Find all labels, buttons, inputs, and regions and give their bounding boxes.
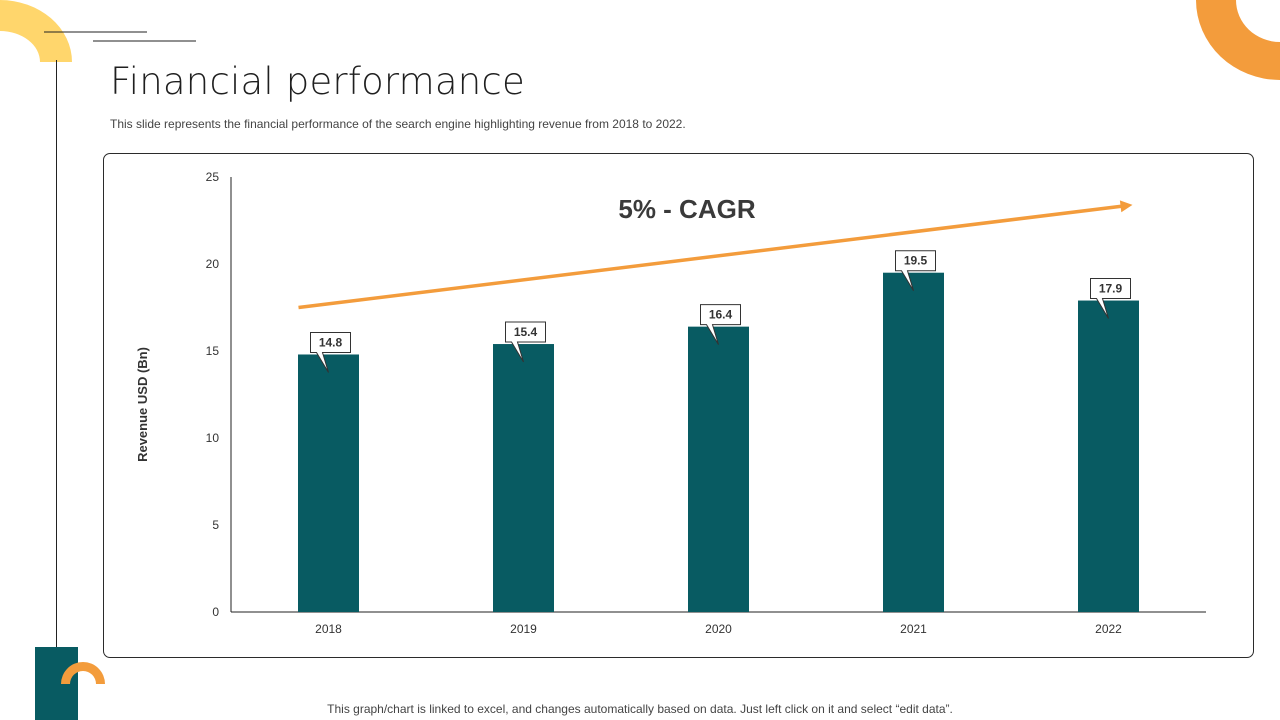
- y-tick-label: 5: [212, 518, 219, 532]
- cagr-trend-arrow: [298, 204, 1125, 310]
- data-label-callout: [700, 304, 741, 345]
- x-tick-label: 2022: [1095, 622, 1122, 636]
- footer-note: This graph/chart is linked to excel, and…: [327, 702, 953, 716]
- data-label-callout: [310, 331, 351, 373]
- x-tick-label: 2019: [510, 622, 537, 636]
- data-label: 15.4: [514, 325, 538, 339]
- chart-frame[interactable]: 0 5 10 15 20 25 Revenue USD (Bn) 2018 14.8 2019 15…: [103, 153, 1254, 658]
- data-label: 17.9: [1099, 282, 1123, 296]
- x-tick-label: 2021: [900, 622, 927, 636]
- x-tick-label: 2018: [315, 622, 342, 636]
- bar-2020: [688, 326, 749, 612]
- y-tick-label: 20: [206, 257, 220, 271]
- y-tick-label: 0: [212, 605, 219, 619]
- yellow-half-circle-shape: [0, 0, 72, 62]
- data-label-callout: [895, 250, 936, 291]
- bottom-left-orange-arc: [61, 662, 105, 684]
- bar-2018: [298, 354, 359, 612]
- x-tick-label: 2020: [705, 622, 732, 636]
- bar-2022: [1078, 300, 1139, 612]
- data-label: 16.4: [709, 308, 733, 322]
- y-axis-title: Revenue USD (Bn): [135, 347, 150, 462]
- y-tick-label: 25: [206, 170, 220, 184]
- data-label: 14.8: [319, 335, 343, 349]
- bottom-left-teal-block: [35, 647, 78, 720]
- data-label-callout: [1090, 278, 1131, 319]
- page-subtitle: This slide represents the financial perf…: [110, 117, 686, 131]
- revenue-bar-chart[interactable]: 0 5 10 15 20 25 Revenue USD (Bn) 2018 14.8 2019 15…: [104, 154, 1255, 659]
- y-tick-label: 15: [206, 344, 220, 358]
- bar-2021: [883, 272, 944, 612]
- top-right-orange-ring: [1196, 0, 1280, 80]
- cagr-annotation: 5% - CAGR: [618, 194, 755, 224]
- page-title: Financial performance: [110, 60, 525, 103]
- left-vertical-line: [56, 60, 57, 648]
- top-left-decoration: [0, 0, 196, 62]
- data-label: 19.5: [904, 254, 928, 268]
- y-tick-label: 10: [206, 431, 220, 445]
- data-label-callout: [505, 321, 546, 363]
- cagr-arrow-head: [1119, 200, 1133, 213]
- bar-2019: [493, 344, 554, 612]
